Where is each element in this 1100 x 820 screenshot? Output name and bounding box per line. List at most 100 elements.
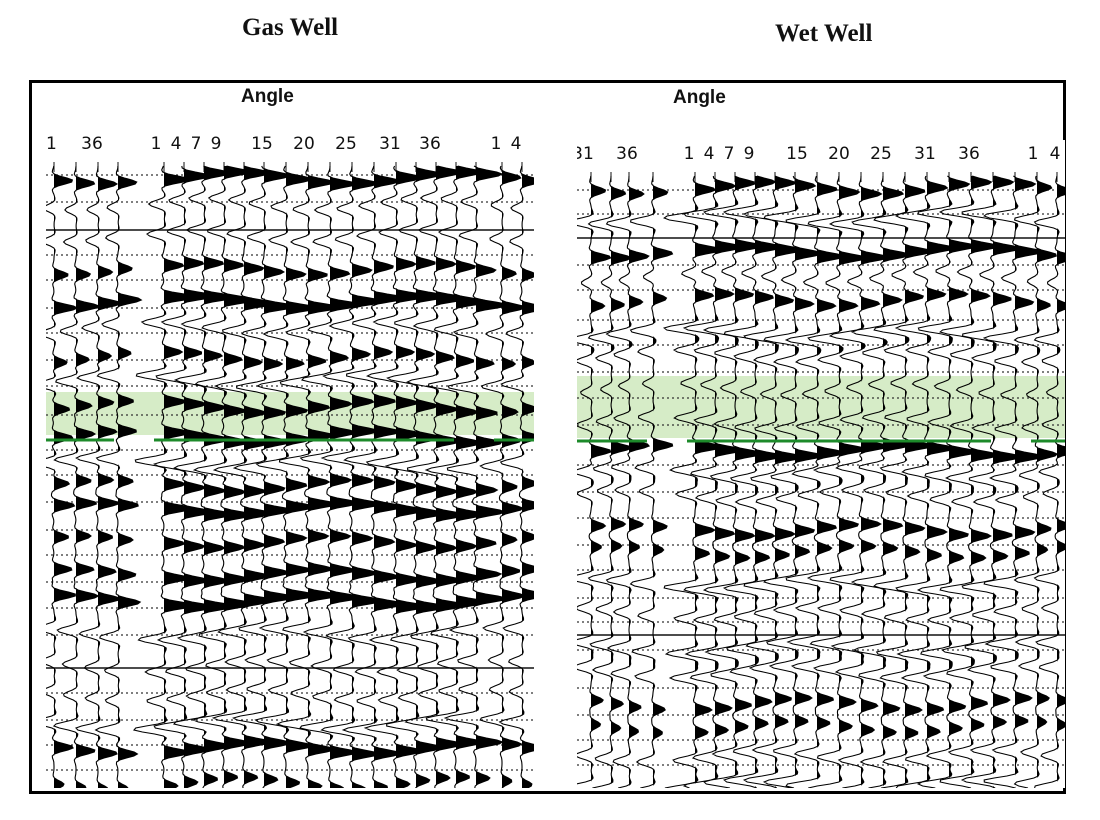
trace-wiggle [172, 165, 236, 788]
trace-fill [611, 176, 632, 788]
trace-fill [861, 176, 889, 788]
angle-tick-label: 36 [419, 134, 441, 154]
wet-well-title: Wet Well [775, 20, 873, 47]
angle-tick-label: 4 [1049, 144, 1061, 164]
angle-tick-label: 4 [703, 144, 715, 164]
gas-seismic-traces [46, 162, 534, 788]
trace-wiggle [916, 175, 979, 788]
angle-tick-label: 15 [251, 134, 273, 154]
trace-fill [629, 176, 650, 788]
trace-wiggle [424, 165, 490, 788]
angle-tick-label: 20 [828, 144, 850, 164]
angle-tick-label: 4 [170, 134, 182, 154]
angle-tick-label: 25 [335, 134, 357, 154]
trace-wiggle [94, 165, 143, 788]
wet-angle-tick-labels: 31 36 1 4 7 9 15 20 25 31 36 1 4 [577, 140, 1065, 170]
trace-fill [817, 176, 845, 788]
trace-wiggle [52, 165, 101, 788]
trace-fill [735, 176, 763, 788]
trace-wiggle [153, 165, 218, 788]
trace-wiggle [806, 175, 868, 788]
trace-fill [244, 166, 276, 788]
angle-tick-label: 9 [210, 134, 222, 154]
trace-fill [118, 166, 142, 788]
wet-well-gather: 31 36 1 4 7 9 15 20 25 31 36 1 4 [577, 140, 1065, 788]
trace-wiggle [982, 175, 1044, 788]
angle-tick-label: 4 [510, 134, 522, 154]
trace-wiggle [191, 165, 258, 788]
wet-seismic-traces [577, 172, 1065, 788]
trace-wiggle [46, 165, 79, 788]
angle-tick-label: 31 [379, 134, 401, 154]
trace-wiggle [443, 165, 508, 788]
trace-wiggle [850, 175, 911, 788]
trace-wiggle [577, 175, 612, 785]
trace-wiggle [784, 175, 846, 788]
trace-wiggle [254, 165, 320, 788]
gas-well-title: Gas Well [242, 14, 339, 41]
angle-tick-label: 7 [723, 144, 735, 164]
trace-wiggle [232, 165, 298, 788]
trace-fill [949, 176, 977, 788]
trace-wiggle [938, 175, 1000, 788]
trace-fill [755, 176, 783, 788]
trace-wiggle [363, 165, 430, 788]
trace-wiggle [132, 165, 196, 788]
angle-tick-label: 15 [786, 144, 808, 164]
trace-wiggle [341, 165, 408, 788]
trace-wiggle [211, 165, 277, 788]
trace-wiggle [299, 165, 362, 788]
angle-tick-label: 36 [616, 144, 638, 164]
trace-wiggle [587, 175, 633, 788]
trace-wiggle [275, 165, 341, 788]
trace-wiggle [1013, 175, 1059, 788]
trace-wiggle [1033, 175, 1065, 788]
trace-wiggle [894, 175, 957, 788]
trace-wiggle [663, 175, 724, 788]
trace-wiggle [702, 175, 764, 788]
angle-tick-label: 36 [958, 144, 980, 164]
trace-wiggle [498, 165, 534, 788]
angle-tick-label: 7 [190, 134, 202, 154]
trace-wiggle [320, 165, 385, 788]
trace-wiggle [742, 175, 804, 788]
angle-tick-label: 1 [490, 134, 502, 154]
trace-fill [883, 176, 910, 788]
angle-tick-label: 1 [683, 144, 695, 164]
trace-fill [591, 176, 611, 788]
trace-wiggle [722, 175, 785, 788]
angle-tick-label: 9 [743, 144, 755, 164]
angle-tick-label: 25 [870, 144, 892, 164]
angle-tick-label: 1 [1027, 144, 1039, 164]
angle-tick-label: 31 [46, 134, 57, 154]
trace-wiggle [682, 175, 745, 788]
wet-angle-label: Angle [673, 87, 726, 108]
gas-angle-label: Angle [241, 86, 294, 107]
trace-wiggle [960, 175, 1022, 788]
angle-tick-label: 36 [81, 134, 103, 154]
trace-wiggle [605, 175, 651, 788]
trace-fill [905, 176, 933, 788]
trace-fill [971, 176, 999, 788]
trace-wiggle [873, 175, 935, 788]
trace-fill [352, 166, 384, 788]
trace-fill [715, 176, 743, 788]
trace-wiggle [828, 175, 891, 788]
trace-fill [54, 166, 78, 788]
angle-tick-label: 1 [150, 134, 162, 154]
trace-fill [98, 166, 121, 788]
trace-fill [330, 166, 361, 788]
trace-wiggle [479, 165, 527, 788]
highlight-band [577, 376, 1065, 438]
angle-tick-label: 31 [577, 144, 594, 164]
trace-wiggle [404, 165, 470, 788]
trace-wiggle [629, 175, 674, 788]
trace-wiggle [75, 165, 122, 788]
trace-wiggle [384, 165, 450, 788]
trace-fill [993, 176, 1021, 788]
angle-tick-label: 31 [914, 144, 936, 164]
trace-fill [839, 176, 867, 788]
trace-fill [76, 166, 100, 788]
